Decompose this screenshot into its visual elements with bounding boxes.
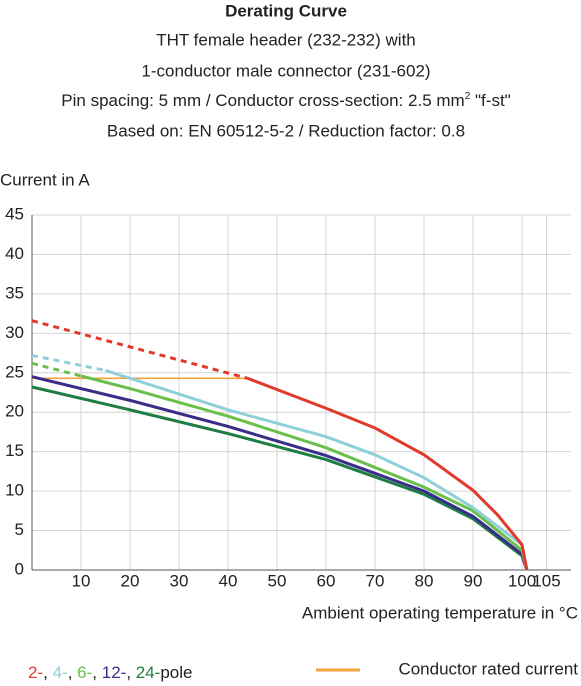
series-line	[31, 385, 529, 571]
y-tick-label: 30	[5, 323, 24, 342]
series-line	[31, 361, 82, 378]
legend-entry: Conductor rated current	[398, 659, 578, 678]
series-line	[31, 375, 529, 571]
legend-separator: ,	[68, 663, 77, 682]
x-tick-label: 50	[268, 571, 287, 590]
series-line	[31, 353, 106, 372]
legend-suffix: pole	[160, 663, 192, 682]
x-tick-label: 80	[415, 571, 434, 590]
x-axis-label: Ambient operating temperature in °C	[302, 603, 578, 622]
x-tick-label: 40	[219, 571, 238, 590]
legend-entry: 12-	[102, 663, 127, 682]
series-line	[80, 374, 529, 571]
subtitle-part: Pin spacing: 5 mm / Conductor cross-sect…	[61, 91, 464, 110]
x-tick-label: 105	[532, 571, 560, 590]
subtitle: THT female header (232-232) with	[156, 30, 416, 49]
superscript: 2	[465, 91, 471, 102]
x-tick-label: 60	[317, 571, 336, 590]
y-tick-label: 40	[5, 244, 24, 263]
y-tick-label: 25	[5, 362, 24, 381]
subtitle: Based on: EN 60512-5-2 / Reduction facto…	[107, 121, 465, 140]
legend-entry: 6-	[77, 663, 92, 682]
x-tick-label: 90	[464, 571, 483, 590]
chart-title: Derating Curve	[225, 1, 347, 20]
y-tick-label: 35	[5, 283, 24, 302]
subtitle: 1-conductor male connector (231-602)	[141, 61, 430, 80]
x-tick-label: 20	[121, 571, 140, 590]
x-tick-label: 30	[170, 571, 189, 590]
y-tick-label: 5	[15, 520, 24, 539]
series-line	[31, 319, 248, 380]
subtitle-part: "f-st"	[470, 91, 510, 110]
series-line	[247, 376, 529, 571]
series-line	[105, 368, 529, 571]
x-tick-label: 70	[366, 571, 385, 590]
legend: 2-, 4-, 6-, 12-, 24-pole	[28, 663, 192, 682]
x-tick-label: 100	[508, 571, 536, 590]
y-tick-label: 45	[5, 204, 24, 223]
legend-entry: 2-	[28, 663, 43, 682]
legend-entry: 24-	[136, 663, 161, 682]
y-axis-label: Current in A	[0, 170, 90, 189]
legend-separator: ,	[92, 663, 101, 682]
x-tick-label: 10	[72, 571, 91, 590]
y-tick-label: 15	[5, 441, 24, 460]
legend-entry: 4-	[53, 663, 68, 682]
y-tick-label: 10	[5, 481, 24, 500]
y-tick-label: 20	[5, 402, 24, 421]
legend-separator: ,	[126, 663, 135, 682]
legend-separator: ,	[43, 663, 52, 682]
y-tick-label: 0	[15, 559, 24, 578]
subtitle: Pin spacing: 5 mm / Conductor cross-sect…	[61, 91, 510, 111]
